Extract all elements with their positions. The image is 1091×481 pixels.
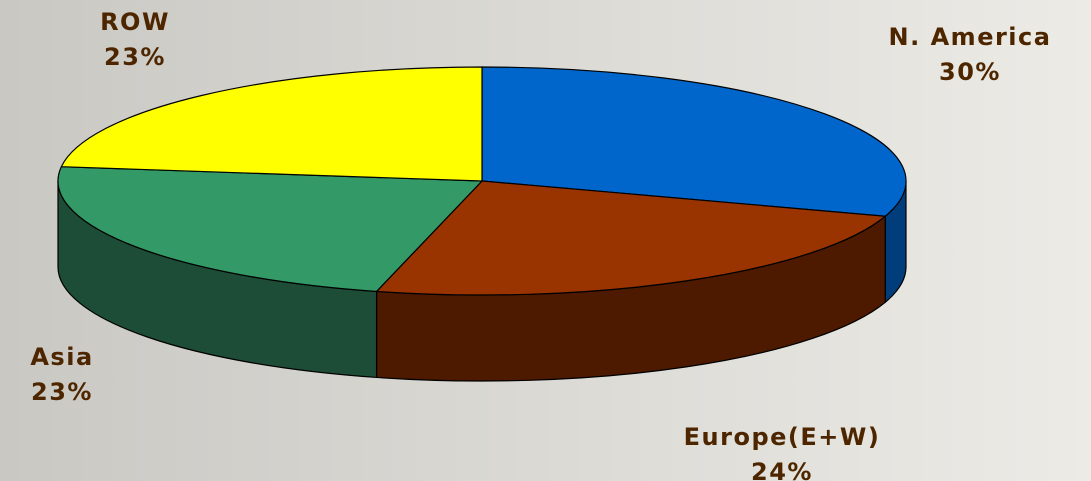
pie-slice-2 bbox=[57, 166, 483, 293]
slice-label-value-2: 23% bbox=[31, 378, 93, 406]
pie-slice-0 bbox=[481, 66, 907, 217]
slice-label-name-0: N. America bbox=[889, 23, 1052, 51]
slice-label-value-0: 30% bbox=[939, 58, 1001, 86]
pie-slices bbox=[57, 66, 907, 296]
pie-sides bbox=[57, 180, 907, 382]
slice-label-value-3: 23% bbox=[104, 43, 166, 71]
slice-label-name-3: ROW bbox=[100, 8, 170, 36]
slice-label-name-2: Asia bbox=[30, 343, 93, 371]
pie-slice-1 bbox=[375, 180, 886, 296]
slice-labels: N. America 30% Europe(E+W) 24% Asia 23% ROW 23% bbox=[30, 8, 1052, 481]
slice-label-name-1: Europe(E+W) bbox=[684, 423, 881, 451]
slice-label-value-1: 24% bbox=[751, 458, 813, 481]
pie-slice-3 bbox=[60, 66, 483, 182]
